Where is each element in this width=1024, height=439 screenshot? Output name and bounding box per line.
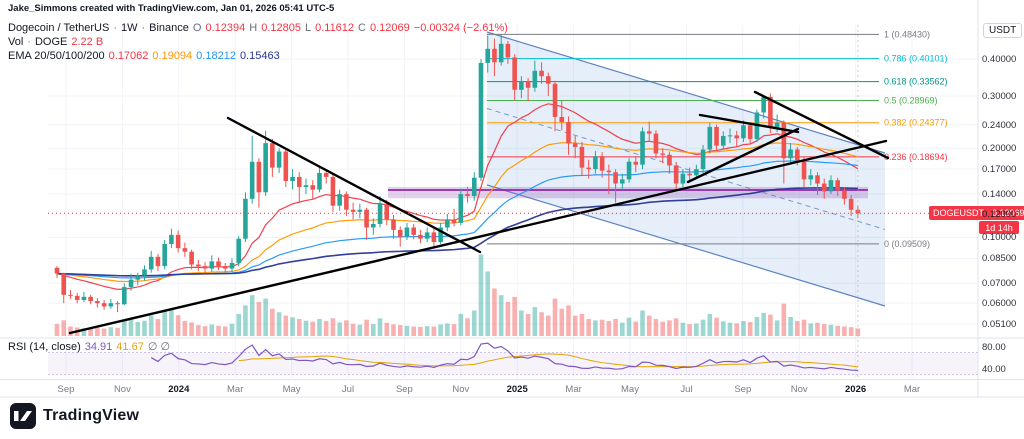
time-month-label: Mar [227,384,244,395]
price-tick-label: 0.14000 [982,189,1017,201]
fib-level-label: 0 (0.09509) [884,239,930,249]
ema-200-value: 0.15463 [239,50,280,62]
rsi-tick-label: 40.00 [982,364,1006,375]
time-year-label: 2026 [845,384,867,395]
ohlc-close-value: 0.12069 [370,22,410,34]
rsi-legend[interactable]: RSI (14, close) 34.91 41.67 ∅ ∅ [8,340,171,354]
ohlc-low-label: L [304,22,312,34]
time-year-label: 2025 [506,384,528,395]
price-tick-label: 0.05100 [982,319,1017,331]
time-month-label: Nov [113,384,131,395]
price-tick-label: 0.07000 [982,278,1017,290]
tradingview-logo-text: TradingView [43,407,140,424]
ohlc-open-label: O [192,22,202,34]
last-price-value: 0.12069 [992,208,1024,218]
time-year-label: 2024 [168,384,190,395]
ohlc-close-label: C [358,22,366,34]
ema-legend[interactable]: EMA 20/50/100/200 0.17062 0.19094 0.1821… [8,50,280,62]
price-tick-label: 0.17000 [982,164,1017,176]
volume-legend[interactable]: Vol · DOGE 2.22 B [8,36,103,48]
time-month-label: May [621,384,639,395]
time-month-label: Sep [395,384,413,395]
ohlc-low-value: 0.11612 [315,22,355,34]
fib-level-label: 1 (0.48430) [884,29,930,39]
price-tick-label: 0.20000 [982,143,1017,155]
fib-level-label: 0.236 (0.18694) [884,152,948,162]
time-month-label: May [282,384,301,395]
time-month-label: Jul [680,384,693,395]
rsi-tick-label: 80.00 [982,342,1006,353]
time-month-label: Nov [790,384,808,395]
ema-20-value: 0.17062 [108,50,149,62]
symbol-title: Dogecoin / TetherUS [8,22,110,34]
last-price-tag: DOGEUSDT 0.12069 [929,206,1024,220]
time-month-label: Sep [57,384,75,395]
tradingview-logo-icon [10,403,36,429]
symbol-tag-label: DOGEUSDT [933,208,985,218]
price-tick-label: 0.12000 [982,208,1017,220]
price-tick-label: 0.08500 [982,253,1017,265]
rsi-empty-markers: ∅ ∅ [147,341,171,353]
time-month-label: Sep [734,384,752,395]
ema-50-value: 0.19094 [152,50,193,62]
price-tick-label: 0.10000 [982,232,1017,244]
ema-100-value: 0.18212 [196,50,236,62]
ohlc-change-value: −0.00324 (−2.61%) [413,22,508,34]
fib-level-label: 0.382 (0.24377) [884,118,948,128]
tradingview-logo[interactable]: TradingView [10,403,139,429]
volume-label: Vol [8,36,24,48]
legend-separator: · [141,22,146,34]
time-month-label: Nov [452,384,470,395]
rsi-signal-value: 41.67 [116,340,144,353]
ema-label: EMA 20/50/100/200 [8,50,105,62]
price-tick-label: 0.24000 [982,119,1017,131]
price-tick-label: 0.06000 [982,298,1017,310]
price-tick-label: 0.40000 [982,54,1017,65]
symbol-exchange: Binance [149,22,189,34]
time-month-label: Mar [903,384,921,395]
legend-separator: · [27,36,31,48]
legend-separator: · [113,22,117,34]
rsi-value: 34.91 [84,340,113,353]
bar-countdown: 1d 14h [979,221,1019,234]
symbol-interval: 1W [120,22,138,34]
price-axis-currency-badge[interactable]: USDT [983,23,1023,38]
ohlc-high-value: 0.12805 [261,22,301,34]
time-month-label: Jul [341,384,355,395]
fib-level-label: 0.618 (0.33562) [884,77,948,87]
ohlc-open-value: 0.12394 [205,22,246,34]
ohlc-high-label: H [249,22,258,34]
volume-value: 2.22 B [71,36,104,48]
price-tick-label: 0.30000 [982,91,1017,103]
fib-level-label: 0.786 (0.40101) [884,54,948,64]
symbol-legend[interactable]: Dogecoin / TetherUS · 1W · Binance O 0.1… [8,22,508,34]
rsi-label: RSI (14, close) [8,340,81,353]
watermark: Jake_Simmons created with TradingView.co… [8,3,335,14]
fib-level-label: 0.5 (0.28969) [884,96,938,106]
volume-unit: DOGE [34,36,68,48]
time-month-label: Mar [565,384,582,395]
